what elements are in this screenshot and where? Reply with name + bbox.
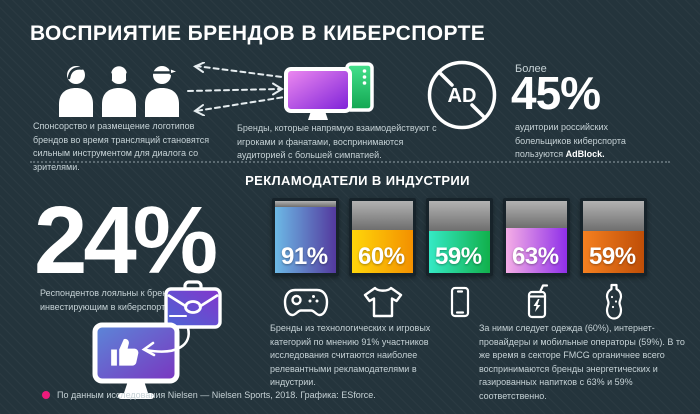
bar-value-label: 59% [435,243,482,270]
bar-fill [506,227,567,273]
bar-value-label: 91% [281,243,328,270]
thumbs-up-icon [111,338,139,366]
smartphone-icon [426,284,493,320]
interaction-caption: Бренды, которые напрямую взаимодействуют… [237,123,437,160]
person-cap-icon [142,63,182,117]
adblock-caption: аудитории российских болельщиков киберсп… [515,121,633,162]
bar-remainder [275,201,336,208]
soda-bottle-icon [580,283,647,320]
curved-arrow-icon [136,326,200,370]
person-hair-icon [56,63,96,117]
note-right: За ними следует одежда (60%), интернет-п… [479,323,685,401]
bar-energy-drink: 63% [503,198,570,276]
bar-smartphone: 59% [426,198,493,276]
bar-remainder [583,201,644,231]
adblock-stat: 45% [511,67,601,119]
dotted-divider [30,161,670,163]
gamepad-icon [272,284,339,320]
adblock-icon: AD [424,57,500,133]
bar-tshirt: 60% [349,198,416,276]
person-headphones-icon [99,63,139,117]
page-title: ВОСПРИЯТИЕ БРЕНДОВ В КИБЕРСПОРТЕ [30,22,486,45]
bar-gamepad: 91% [272,198,339,276]
loyalty-caption: Респондентов лояльны к брендам, инвестир… [40,288,187,312]
audience-group [56,63,182,117]
section-heading: РЕКЛАМОДАТЕЛИ В ИНДУСТРИИ [245,173,470,188]
bar-soda-bottle: 59% [580,198,647,276]
bar-fill [583,230,644,273]
adblock-lead: Более [515,63,547,75]
like-monitor-icon [92,322,192,402]
tshirt-icon [349,284,416,320]
bar-value-label: 63% [512,243,559,270]
source-text: По данным исследования Nielsen — Nielsen… [57,390,376,400]
energy-drink-icon [503,284,570,320]
interaction-arrows-icon [184,62,294,116]
bar-value-label: 59% [589,243,636,270]
bar-fill [352,229,413,273]
bar-value-label: 60% [358,243,405,270]
sponsorship-caption: Спонсорство и размещение логотипов бренд… [33,121,210,172]
category-icons-row [272,283,647,320]
source-bullet-icon [42,391,50,399]
bar-remainder [506,201,567,228]
bar-fill [429,230,490,273]
bar-remainder [352,201,413,230]
adblock-caption-bold: AdBlock. [565,149,605,159]
gaming-pc-icon [284,62,376,122]
bar-fill [275,207,336,273]
loyalty-stat: 24% [34,187,218,294]
briefcase-icon [164,280,222,330]
bar-remainder [429,201,490,231]
source-line: По данным исследования Nielsen — Nielsen… [42,390,376,400]
note-left: Бренды из технологических и игровых кате… [270,323,431,387]
advertisers-bar-chart: 91% 60% 59% 63% 59% [272,198,647,276]
adblock-caption-text: аудитории российских болельщиков киберсп… [515,122,626,159]
adblock-badge-label: AD [448,85,477,107]
